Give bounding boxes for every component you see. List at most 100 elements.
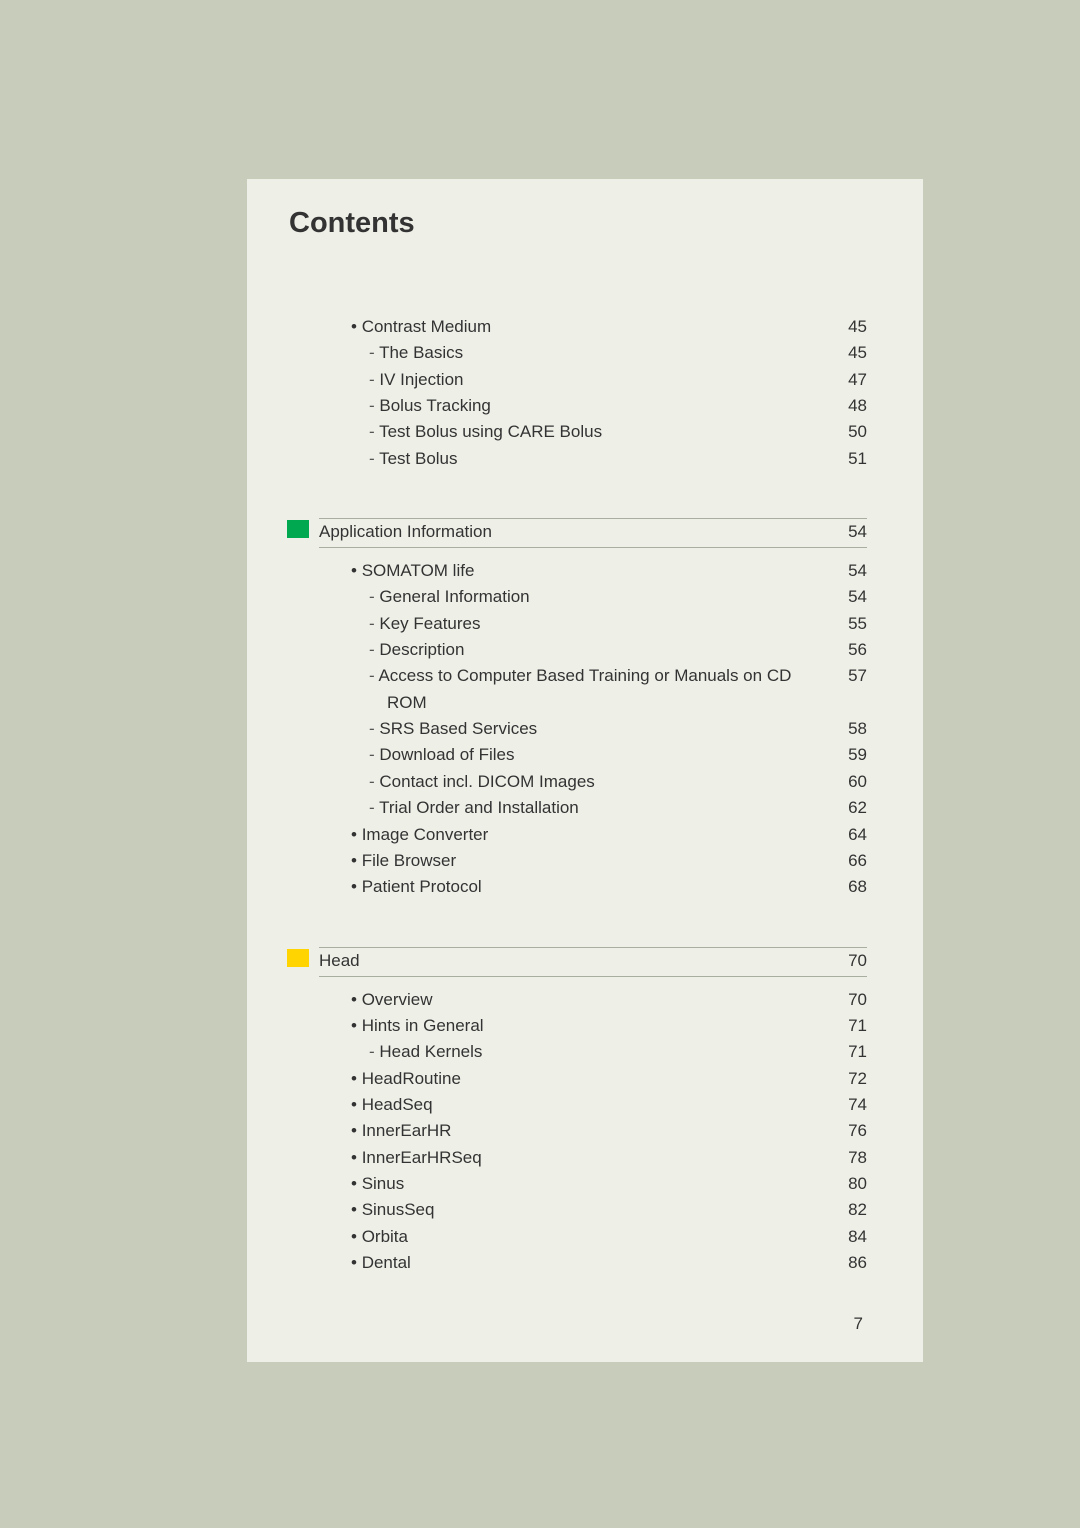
toc-entry-page: 60 — [831, 769, 867, 795]
toc-entry: InnerEarHRSeq78 — [289, 1145, 867, 1171]
toc-entry-page: 50 — [831, 419, 867, 445]
toc-entry: InnerEarHR76 — [289, 1118, 867, 1144]
toc-entry-label: Test Bolus using CARE Bolus — [387, 419, 831, 445]
toc-entry: Test Bolus51 — [289, 446, 867, 472]
section-header-page: 70 — [848, 951, 867, 971]
toc-entry-label: SOMATOM life — [365, 558, 831, 584]
toc-entry: Overview70 — [289, 987, 867, 1013]
toc-entry-label: SRS Based Services — [387, 716, 831, 742]
toc-entry-label: Contact incl. DICOM Images — [387, 769, 831, 795]
toc-entry-page: 68 — [831, 874, 867, 900]
toc-entry-page: 55 — [831, 611, 867, 637]
toc-entry-page: 80 — [831, 1171, 867, 1197]
section-marker-icon — [287, 949, 309, 967]
toc-entry: Contrast Medium45 — [289, 314, 867, 340]
toc-entry: Trial Order and Installation62 — [289, 795, 867, 821]
toc-entry: Key Features55 — [289, 611, 867, 637]
toc-entry-page: 58 — [831, 716, 867, 742]
page-title: Contents — [289, 207, 867, 240]
page-number: 7 — [854, 1314, 863, 1334]
toc-entry: HeadRoutine72 — [289, 1066, 867, 1092]
toc-entry-label: HeadRoutine — [365, 1066, 831, 1092]
toc-section: Application Information54SOMATOM life54G… — [289, 518, 867, 900]
toc-entry-page: 78 — [831, 1145, 867, 1171]
toc-entry-page: 54 — [831, 558, 867, 584]
toc-entry: General Information54 — [289, 584, 867, 610]
toc-entry-label: Head Kernels — [387, 1039, 831, 1065]
section-header: Application Information 54 — [289, 518, 867, 548]
toc-entry-label: Contrast Medium — [365, 314, 831, 340]
toc-section: Head70Overview70Hints in General71Head K… — [289, 947, 867, 1277]
toc-entry-label: Bolus Tracking — [387, 393, 831, 419]
toc-entry: Hints in General71 — [289, 1013, 867, 1039]
toc-entry: Head Kernels71 — [289, 1039, 867, 1065]
section-header-label: Head — [319, 951, 360, 971]
toc-entry: SRS Based Services58 — [289, 716, 867, 742]
toc-entry: SOMATOM life54 — [289, 558, 867, 584]
toc-entry-page: 45 — [831, 340, 867, 366]
toc-entry-page: 71 — [831, 1013, 867, 1039]
toc-entry-page: 51 — [831, 446, 867, 472]
toc-entry-label: Description — [387, 637, 831, 663]
table-of-contents: Contrast Medium45The Basics45IV Injectio… — [289, 314, 867, 1276]
toc-entry: Dental86 — [289, 1250, 867, 1276]
toc-entry-label: Orbita — [365, 1224, 831, 1250]
toc-entry-page: 66 — [831, 848, 867, 874]
toc-entry-label: InnerEarHR — [365, 1118, 831, 1144]
toc-entry: Orbita84 — [289, 1224, 867, 1250]
toc-entry-label: Patient Protocol — [365, 874, 831, 900]
toc-entry: Sinus80 — [289, 1171, 867, 1197]
toc-entry-page: 45 — [831, 314, 867, 340]
toc-entry-label: Image Converter — [365, 822, 831, 848]
toc-entry-label: The Basics — [387, 340, 831, 366]
toc-entry-label: Download of Files — [387, 742, 831, 768]
section-header: Head 70 — [289, 947, 867, 977]
toc-entry-label: Access to Computer Based Training or Man… — [387, 663, 831, 716]
toc-entry-page: 62 — [831, 795, 867, 821]
toc-entry-label: Hints in General — [365, 1013, 831, 1039]
section-header-page: 54 — [848, 522, 867, 542]
toc-entry-label: Overview — [365, 987, 831, 1013]
toc-entry-label: Dental — [365, 1250, 831, 1276]
toc-entry-page: 47 — [831, 367, 867, 393]
toc-entry-label: SinusSeq — [365, 1197, 831, 1223]
toc-entry-label: General Information — [387, 584, 831, 610]
toc-entry-page: 71 — [831, 1039, 867, 1065]
toc-entry-page: 64 — [831, 822, 867, 848]
toc-entry: Download of Files59 — [289, 742, 867, 768]
toc-entry-page: 54 — [831, 584, 867, 610]
toc-entry-page: 86 — [831, 1250, 867, 1276]
toc-entry-label: Sinus — [365, 1171, 831, 1197]
toc-entry: IV Injection47 — [289, 367, 867, 393]
toc-entry-label: Trial Order and Installation — [387, 795, 831, 821]
toc-entry-page: 59 — [831, 742, 867, 768]
toc-entry: The Basics45 — [289, 340, 867, 366]
toc-entry: Access to Computer Based Training or Man… — [289, 663, 867, 716]
section-header-label: Application Information — [319, 522, 492, 542]
toc-entry-label: File Browser — [365, 848, 831, 874]
toc-entry: Patient Protocol68 — [289, 874, 867, 900]
toc-entry-label: InnerEarHRSeq — [365, 1145, 831, 1171]
toc-entry-label: Key Features — [387, 611, 831, 637]
toc-section: Contrast Medium45The Basics45IV Injectio… — [289, 314, 867, 472]
toc-entry-page: 84 — [831, 1224, 867, 1250]
toc-entry: Image Converter64 — [289, 822, 867, 848]
toc-entry: SinusSeq82 — [289, 1197, 867, 1223]
toc-entry-label: HeadSeq — [365, 1092, 831, 1118]
toc-entry-label: IV Injection — [387, 367, 831, 393]
toc-entry-page: 48 — [831, 393, 867, 419]
toc-entry-page: 76 — [831, 1118, 867, 1144]
toc-entry: HeadSeq74 — [289, 1092, 867, 1118]
contents-page: Contents Contrast Medium45The Basics45IV… — [247, 179, 923, 1362]
section-marker-icon — [287, 520, 309, 538]
toc-entry-page: 57 — [831, 663, 867, 689]
toc-entry-page: 56 — [831, 637, 867, 663]
toc-entry: File Browser66 — [289, 848, 867, 874]
toc-entry: Contact incl. DICOM Images60 — [289, 769, 867, 795]
toc-entry-page: 70 — [831, 987, 867, 1013]
toc-entry: Test Bolus using CARE Bolus50 — [289, 419, 867, 445]
toc-entry-page: 82 — [831, 1197, 867, 1223]
toc-entry-page: 74 — [831, 1092, 867, 1118]
toc-entry: Bolus Tracking48 — [289, 393, 867, 419]
toc-entry: Description56 — [289, 637, 867, 663]
